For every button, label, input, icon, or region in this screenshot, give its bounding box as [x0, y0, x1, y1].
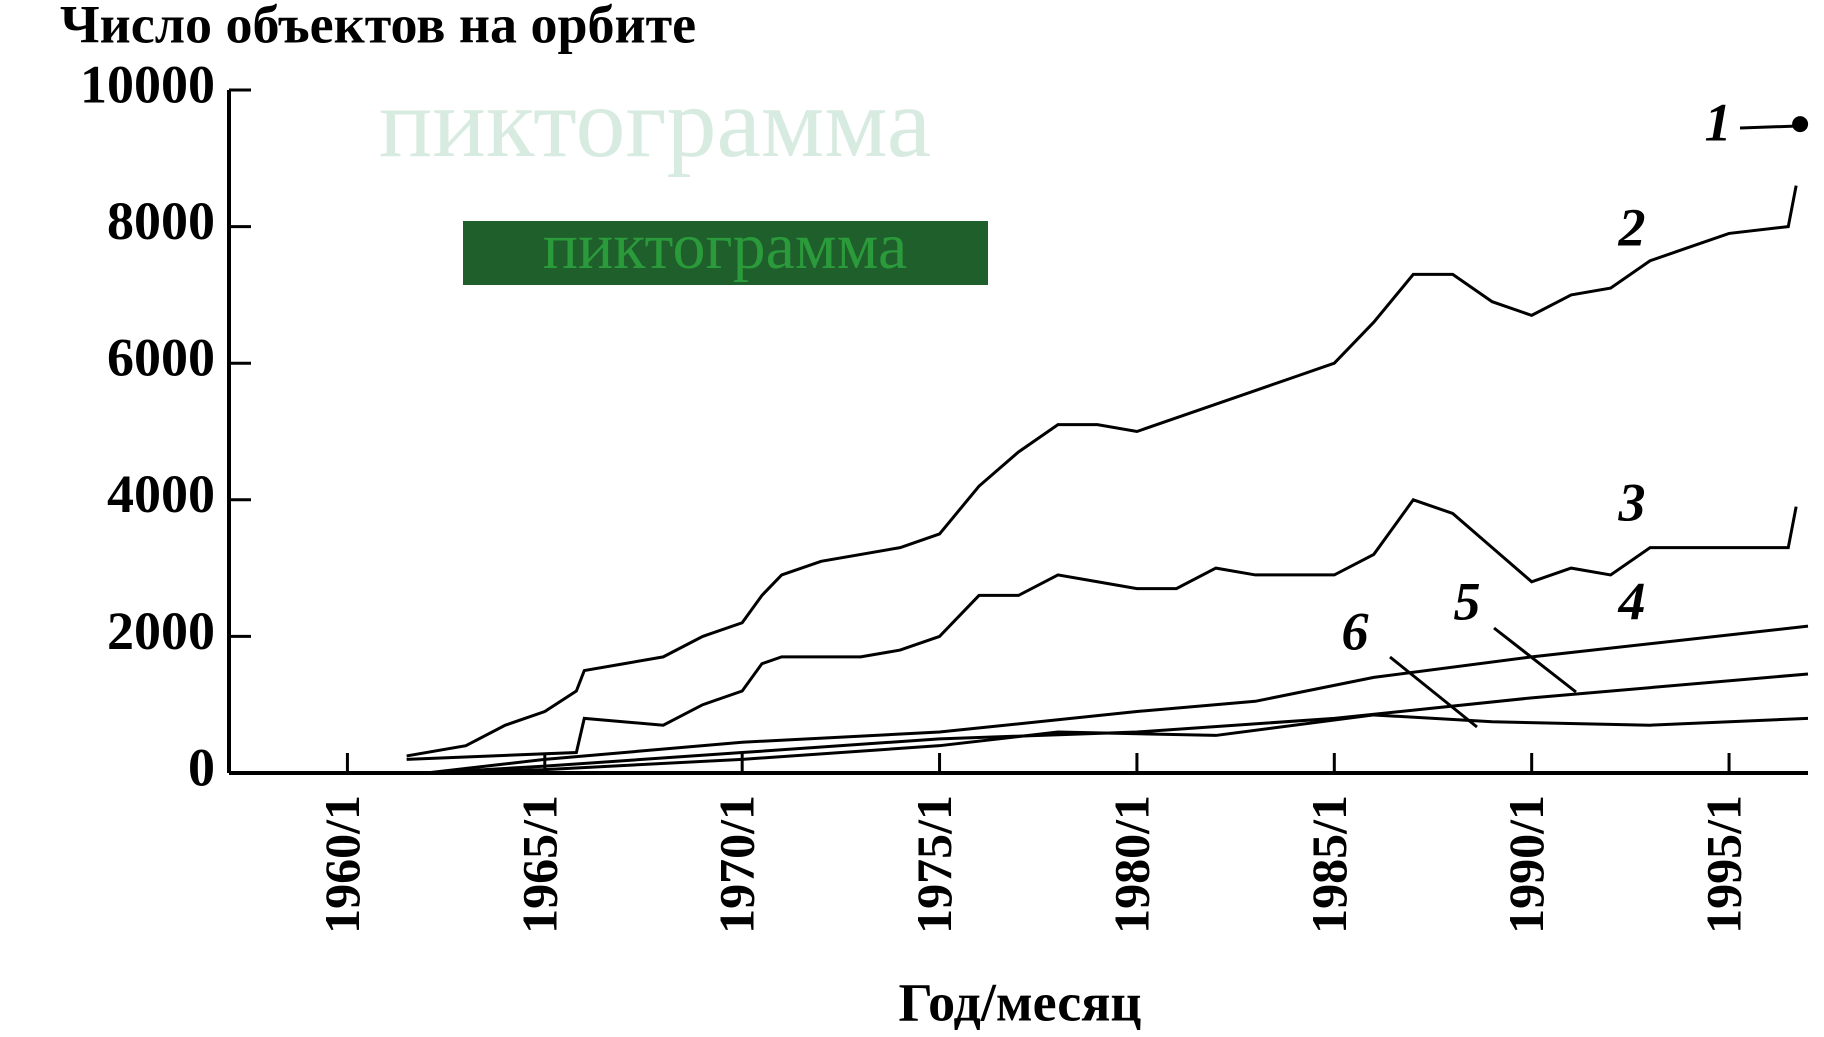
y-tick-label: 10000 [80, 54, 215, 114]
x-tick-label: 1975/1 [906, 795, 962, 934]
x-tick-label: 1970/1 [709, 795, 765, 934]
y-tick-label: 8000 [107, 191, 215, 251]
x-tick-label: 1995/1 [1696, 795, 1752, 934]
series-line [426, 624, 1809, 775]
data-point [1792, 116, 1809, 133]
y-tick-label: 4000 [107, 464, 215, 524]
watermark-box [463, 221, 988, 285]
series-label: 6 [1342, 601, 1369, 661]
x-axis-label: Год/месяц [898, 972, 1141, 1032]
watermark: пиктограмма [379, 67, 931, 178]
y-tick-label: 6000 [107, 328, 215, 388]
series-line [406, 498, 1798, 761]
series-label: 5 [1454, 571, 1481, 631]
watermark: пиктограмма [543, 210, 908, 283]
x-tick-label: 1990/1 [1498, 795, 1554, 934]
x-tick-label: 1980/1 [1103, 795, 1159, 934]
chart-title: Число объектов на орбите [60, 0, 696, 54]
series-label: 4 [1618, 571, 1646, 631]
series-line [406, 185, 1798, 758]
series-line [426, 713, 1809, 775]
x-tick-label: 1960/1 [314, 795, 370, 934]
x-tick-label: 1965/1 [511, 795, 567, 934]
y-tick-label: 0 [188, 737, 215, 797]
series-label: 2 [1618, 197, 1646, 257]
leader-line [1389, 655, 1478, 729]
x-tick-label: 1985/1 [1301, 795, 1357, 934]
y-tick-label: 2000 [107, 601, 215, 661]
leader-line [1739, 124, 1799, 130]
series-label: 3 [1618, 472, 1646, 532]
leader-line [1493, 626, 1577, 694]
series-label: 1 [1705, 92, 1732, 152]
